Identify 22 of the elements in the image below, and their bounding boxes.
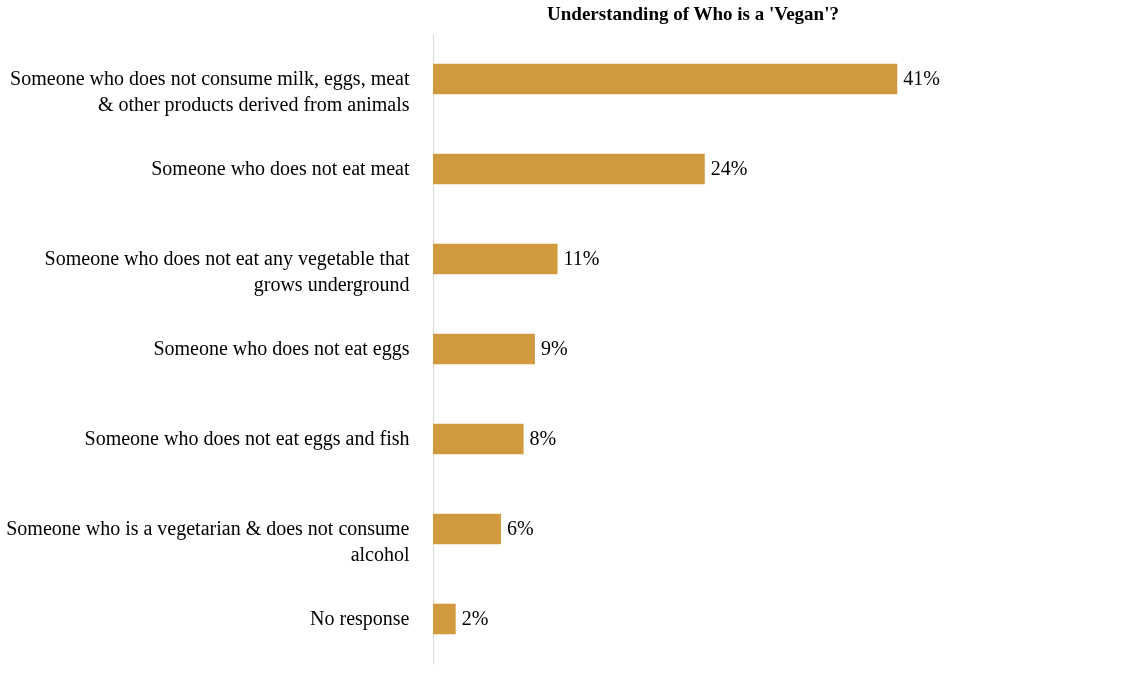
bar [433, 603, 456, 635]
y-tick-label: Someone who is a vegetarian & does not consume alcohol [6, 517, 410, 565]
bar [433, 63, 898, 95]
data-label: 41% [903, 67, 940, 89]
data-label: 8% [529, 427, 557, 449]
y-tick-label: Someone who does not eat eggs [153, 337, 410, 360]
bar [433, 243, 558, 275]
y-tick-label: Someone who does not eat meat [151, 157, 410, 179]
data-label: 9% [540, 337, 568, 359]
y-tick-label: Someone who does not consume milk, eggs, meat & other products derived from animals [10, 67, 410, 116]
data-label: 11% [563, 247, 600, 269]
chart-title: Understanding of Who is a 'Vegan'? [547, 3, 839, 24]
y-tick-label: No response [310, 607, 410, 630]
bar [433, 423, 524, 455]
data-label: 6% [506, 517, 534, 539]
y-tick-label: Someone who does not eat eggs and fish [84, 427, 410, 450]
bar [433, 513, 501, 545]
bar [433, 153, 705, 185]
data-label: 24% [710, 157, 748, 179]
y-tick-label: Someone who does not eat any vegetable that grows underground [44, 247, 410, 296]
data-label: 2% [461, 607, 489, 629]
bar [433, 333, 535, 365]
